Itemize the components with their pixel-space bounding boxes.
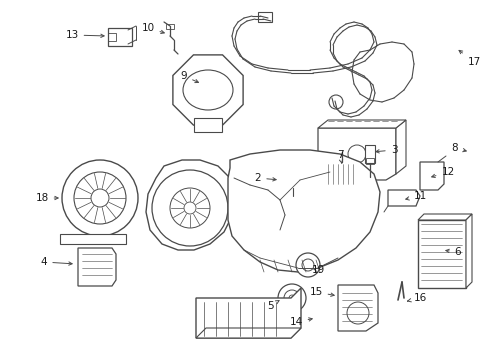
Bar	[258, 12, 271, 22]
Bar	[365, 158, 373, 164]
Polygon shape	[465, 214, 471, 288]
Text: 15: 15	[309, 287, 333, 297]
Circle shape	[328, 95, 342, 109]
Text: 3: 3	[375, 145, 397, 155]
Polygon shape	[317, 128, 395, 180]
Text: 8: 8	[451, 143, 466, 153]
Bar	[364, 145, 374, 163]
Polygon shape	[337, 285, 377, 331]
Polygon shape	[419, 162, 443, 190]
Text: 7: 7	[336, 150, 343, 163]
Bar	[325, 162, 357, 186]
Text: 10: 10	[141, 23, 164, 33]
Bar	[417, 220, 465, 288]
Polygon shape	[196, 328, 301, 338]
Polygon shape	[387, 190, 419, 206]
Polygon shape	[284, 172, 302, 188]
Polygon shape	[395, 120, 405, 174]
Bar	[194, 118, 222, 132]
Text: 9: 9	[181, 71, 198, 82]
Text: 1: 1	[0, 359, 1, 360]
Bar	[165, 24, 174, 29]
Bar	[108, 28, 132, 46]
Polygon shape	[196, 288, 301, 338]
Text: 14: 14	[289, 317, 311, 327]
Circle shape	[62, 160, 138, 236]
Text: 6: 6	[445, 247, 460, 257]
Text: 5: 5	[266, 301, 279, 311]
Text: 11: 11	[405, 191, 426, 201]
Text: 19: 19	[311, 265, 324, 275]
Polygon shape	[60, 234, 126, 244]
Circle shape	[278, 284, 305, 312]
Polygon shape	[146, 160, 234, 250]
Polygon shape	[417, 214, 471, 220]
Text: 18: 18	[35, 193, 58, 203]
Polygon shape	[317, 120, 405, 128]
Text: 13: 13	[65, 30, 104, 40]
Text: 4: 4	[41, 257, 72, 267]
Circle shape	[295, 253, 319, 277]
Bar	[108, 33, 116, 41]
Polygon shape	[227, 150, 379, 272]
Text: 17: 17	[458, 50, 480, 67]
Text: 12: 12	[431, 167, 454, 177]
Text: 2: 2	[254, 173, 276, 183]
Text: 16: 16	[407, 293, 426, 303]
Polygon shape	[78, 248, 116, 286]
Polygon shape	[173, 55, 243, 125]
